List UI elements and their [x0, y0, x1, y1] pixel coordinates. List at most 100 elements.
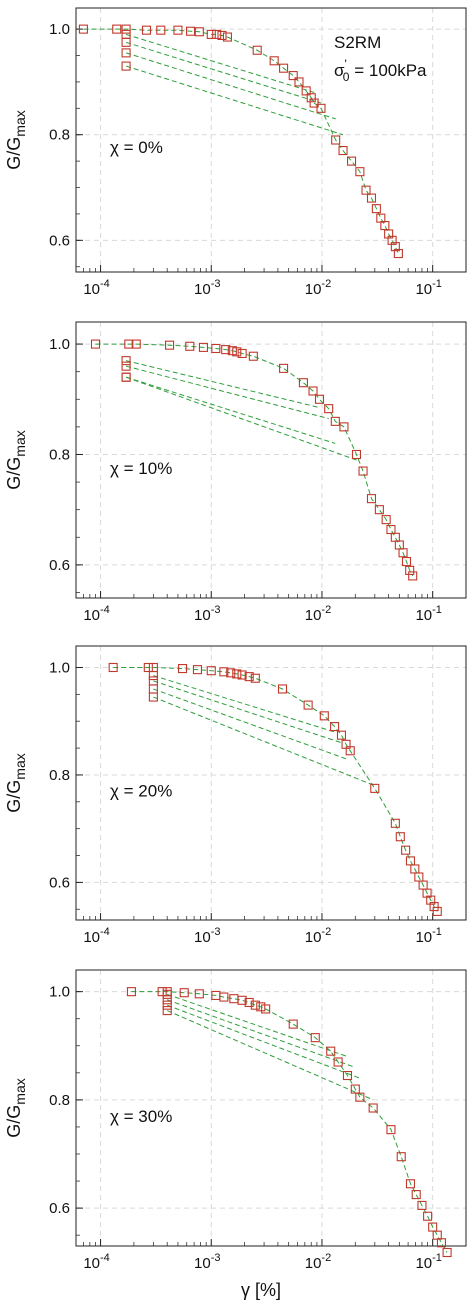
x-tick-label: 10-1 [415, 604, 441, 624]
data-point [121, 61, 131, 71]
data-point [248, 351, 258, 361]
data-point [395, 832, 405, 842]
branch-line [125, 365, 329, 420]
y-tick-label: 0.8 [49, 1092, 70, 1109]
data-point [250, 673, 260, 683]
data-point [121, 356, 131, 366]
data-point [390, 242, 400, 252]
data-point [108, 662, 118, 673]
data-point [376, 213, 386, 223]
data-point [338, 146, 348, 156]
x-tick-label: 10-4 [83, 1252, 109, 1272]
data-point [244, 997, 254, 1008]
data-point [226, 668, 236, 678]
data-point [121, 48, 131, 58]
data-point [185, 341, 195, 351]
data-point [306, 93, 316, 103]
data-point [219, 992, 229, 1002]
data-point [401, 557, 412, 567]
data-point [156, 25, 166, 35]
data-point [298, 378, 308, 388]
chi-annotation: χ = 30% [110, 1107, 172, 1126]
data-point [217, 30, 227, 41]
data-point [319, 711, 329, 721]
data-point [374, 505, 384, 515]
data-point [368, 1103, 378, 1113]
data-point [405, 565, 415, 575]
data-point [222, 32, 232, 42]
data-point [326, 1046, 336, 1056]
data-point [162, 1006, 172, 1016]
y-tick-label: 0.6 [49, 557, 70, 574]
data-point [121, 24, 131, 34]
plot-frame [75, 321, 467, 599]
data-point [390, 818, 400, 828]
data-point [198, 342, 209, 352]
y-tick-label: 0.8 [49, 767, 70, 784]
branch-line [125, 33, 315, 93]
stress-label: σ' 0 = 100kPa [334, 57, 427, 84]
x-tick-label: 10-3 [194, 926, 220, 946]
y-axis-label: G/Gmax [4, 110, 28, 169]
y-tick-label: 0.6 [49, 232, 70, 249]
data-point [423, 1211, 433, 1221]
data-point [261, 1004, 271, 1014]
branch-line [125, 41, 322, 104]
data-point [428, 1222, 438, 1232]
branch-line [125, 360, 320, 409]
data-point [309, 98, 319, 108]
data-point [330, 416, 340, 426]
data-point [342, 1070, 353, 1081]
data-point [324, 404, 334, 414]
data-point [173, 25, 183, 35]
data-point [143, 662, 153, 673]
data-point [390, 532, 400, 542]
data-point [301, 86, 311, 96]
data-point [396, 1152, 406, 1162]
branch-line [125, 65, 344, 136]
data-point [432, 1230, 442, 1240]
series-line [131, 991, 448, 1253]
x-tick-label: 10-3 [194, 1252, 220, 1272]
data-point [355, 1092, 365, 1102]
data-point [370, 783, 380, 793]
data-point [345, 746, 355, 756]
branch-line [167, 999, 356, 1068]
branch-line [153, 680, 342, 744]
data-point [371, 204, 381, 214]
data-point [380, 220, 390, 231]
data-point [429, 902, 439, 912]
specimen-label: S2RM [334, 33, 381, 52]
data-point [436, 1238, 446, 1248]
data-point [442, 1247, 452, 1258]
data-point [386, 1125, 396, 1135]
data-point [162, 987, 172, 997]
y-tick-label: 0.6 [49, 1200, 70, 1217]
data-point [361, 185, 371, 195]
chart-panel-3: 10-4 10-3 10-2 10-1 0.6 0.8 1.0 G/Gmax χ = 20% [4, 645, 467, 946]
data-point [148, 692, 158, 702]
chart-panel-2: 10-4 10-3 10-2 10-1 0.6 0.8 1.0 G/Gmax χ = 10% [4, 321, 467, 624]
data-point [277, 684, 288, 694]
data-point [401, 845, 411, 855]
data-point [387, 235, 397, 245]
data-point [350, 1084, 360, 1094]
data-point [162, 1000, 172, 1010]
data-point [426, 895, 436, 905]
data-point [256, 1002, 266, 1012]
y-axis-label: G/Gmax [4, 1078, 28, 1137]
data-point [237, 348, 247, 359]
data-point [351, 449, 362, 460]
branch-line [125, 376, 336, 444]
series-line [95, 343, 414, 577]
data-point [381, 515, 391, 525]
data-point [432, 906, 442, 916]
data-point [355, 167, 365, 177]
x-tick-label: 10-2 [305, 1252, 331, 1272]
data-point [157, 987, 167, 997]
y-tick-label: 0.8 [49, 127, 70, 144]
data-point [206, 29, 216, 39]
data-point [366, 494, 377, 504]
data-point [310, 1033, 320, 1043]
